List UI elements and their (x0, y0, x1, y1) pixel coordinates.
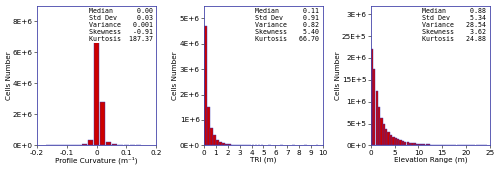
Bar (385, 129, 388, 145)
Bar (418, 144, 420, 145)
X-axis label: Profile Curvature (m⁻¹): Profile Curvature (m⁻¹) (56, 157, 138, 164)
Bar (392, 137, 394, 145)
Bar (207, 107, 210, 145)
Bar (406, 142, 409, 145)
Text: Median      0.00
Std Dev     0.03
Variance   0.001
Skewness   -0.91
Kurtosis  18: Median 0.00 Std Dev 0.03 Variance 0.001 … (88, 8, 152, 42)
Bar (416, 144, 418, 145)
Bar (430, 144, 432, 145)
Bar (100, 102, 105, 145)
Bar (376, 91, 378, 145)
Bar (426, 144, 428, 145)
Bar (219, 142, 222, 145)
Bar (94, 37, 100, 145)
Bar (390, 135, 392, 145)
Bar (404, 142, 406, 145)
Bar (423, 144, 426, 145)
Bar (397, 140, 400, 145)
Bar (213, 135, 216, 145)
Bar (112, 144, 117, 145)
Bar (371, 49, 373, 145)
Bar (373, 69, 376, 145)
Bar (210, 128, 213, 145)
Bar (400, 140, 402, 145)
Bar (222, 143, 224, 145)
Bar (228, 144, 230, 145)
Bar (409, 143, 411, 145)
Bar (421, 144, 423, 145)
Bar (428, 144, 430, 145)
Bar (380, 118, 382, 145)
Text: Median      0.88
Std Dev     5.34
Variance   28.54
Skewness    3.62
Kurtosis   2: Median 0.88 Std Dev 5.34 Variance 28.54 … (422, 8, 486, 42)
Bar (388, 132, 390, 145)
Bar (225, 144, 228, 145)
Bar (82, 143, 87, 145)
X-axis label: TRI (m): TRI (m) (250, 157, 276, 163)
Y-axis label: Cells Number: Cells Number (334, 51, 340, 100)
Bar (412, 143, 414, 145)
Bar (204, 26, 207, 145)
Bar (106, 141, 111, 145)
Bar (216, 140, 219, 145)
Bar (88, 140, 94, 145)
Bar (402, 141, 404, 145)
Bar (378, 107, 380, 145)
Text: Median      0.11
Std Dev     0.91
Variance    0.82
Skewness    5.40
Kurtosis   6: Median 0.11 Std Dev 0.91 Variance 0.82 S… (256, 8, 320, 42)
Y-axis label: Cells Number: Cells Number (6, 51, 12, 100)
Bar (414, 143, 416, 145)
Bar (382, 124, 385, 145)
Bar (394, 138, 397, 145)
X-axis label: Elevation Range (m): Elevation Range (m) (394, 157, 467, 163)
Y-axis label: Cells Number: Cells Number (172, 51, 178, 100)
